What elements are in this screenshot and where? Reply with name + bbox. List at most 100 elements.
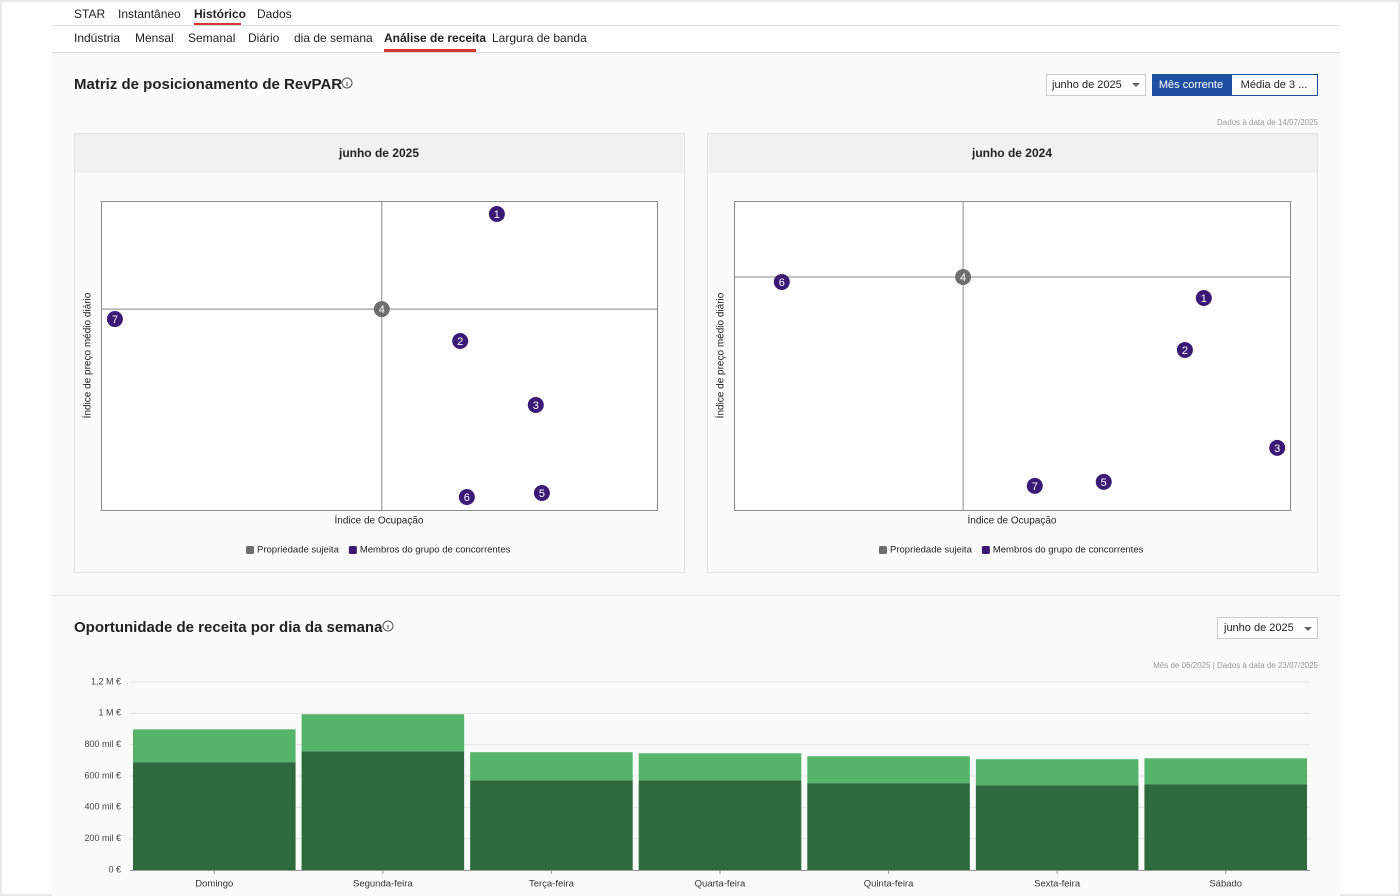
y-tick-label: 800 mil € (84, 739, 121, 749)
point (533, 485, 550, 502)
y-tick-label: 1,2 M € (91, 676, 121, 686)
x-tick-label: Sábado (1209, 879, 1242, 890)
subnav-item[interactable]: Largura de banda (492, 31, 587, 45)
bar-segment (638, 753, 802, 781)
point (373, 301, 390, 318)
section-title: Matriz de posicionamento de RevPAR (74, 76, 342, 93)
nav-item[interactable]: STAR (74, 7, 105, 21)
panel-title: junho de 2024 (971, 146, 1052, 160)
subnav-item[interactable]: Semanal (188, 31, 235, 45)
point-label: 3 (533, 400, 539, 412)
bar-segment (470, 780, 633, 870)
y-tick-label: 200 mil € (84, 833, 121, 843)
legend-swatch (879, 546, 887, 554)
subnav-item[interactable]: Indústria (74, 31, 120, 45)
bar-segment (470, 752, 633, 781)
bar-segment (1144, 758, 1307, 785)
x-axis-label: Índice de Ocupação (968, 514, 1057, 527)
point-label: 3 (1274, 443, 1280, 455)
point (1026, 477, 1043, 494)
point-label: 6 (464, 492, 470, 504)
period-select[interactable] (1217, 617, 1318, 639)
period-select[interactable] (1046, 74, 1146, 96)
panel-header (75, 134, 684, 173)
x-tick-label: Sexta-feira (1034, 879, 1081, 890)
x-tick-label: Segunda-feira (353, 879, 413, 890)
subnav-item[interactable]: Diário (248, 31, 280, 45)
legend-swatch (246, 546, 254, 554)
point (1269, 439, 1286, 456)
x-tick-label: Quarta-feira (695, 879, 746, 890)
legend-label: Membros do grupo de concorrentes (360, 545, 511, 556)
section-title: Oportunidade de receita por dia da seman… (74, 619, 383, 636)
point-label: 2 (1182, 345, 1188, 357)
x-tick-label: Domingo (195, 879, 233, 890)
point-label: 7 (112, 314, 118, 326)
point (458, 489, 475, 506)
subnav-item[interactable]: Análise de receita (384, 31, 486, 45)
bar-segment (975, 759, 1139, 786)
subnav-active (384, 49, 476, 52)
bar-segment (1144, 784, 1307, 870)
bar-segment (975, 785, 1139, 870)
x-tick-label: Quinta-feira (864, 879, 914, 890)
bar-segment (638, 780, 802, 870)
point-label: 5 (1101, 477, 1107, 489)
point-label: 1 (494, 209, 500, 221)
point (527, 396, 544, 413)
point (1176, 341, 1193, 358)
legend-label: Membros do grupo de concorrentes (993, 545, 1144, 556)
point (1095, 473, 1112, 490)
toggle-text: Mês corrente (1159, 79, 1223, 91)
legend-swatch (348, 546, 357, 554)
legend-label: Propriedade sujeita (890, 545, 973, 556)
legend-swatch (981, 546, 990, 554)
point (773, 273, 790, 290)
legend-label: Propriedade sujeita (257, 545, 340, 556)
nav-active (194, 23, 241, 26)
y-axis-label: Índice de preço médio diário (81, 292, 94, 418)
nav-item[interactable]: Instantâneo (118, 7, 181, 21)
point-label: 5 (539, 488, 545, 500)
toggle-text: Média de 3 ... (1241, 79, 1308, 91)
point (488, 205, 505, 222)
nav-item[interactable]: Histórico (194, 7, 246, 21)
x-axis-label: Índice de Ocupação (335, 514, 424, 527)
y-tick-label: 1 M € (98, 708, 121, 718)
nav-item[interactable]: Dados (257, 7, 292, 21)
info-icon[interactable] (341, 77, 353, 89)
plot-area (101, 201, 658, 511)
bar-segment (301, 751, 465, 870)
bar-segment (301, 714, 465, 752)
subnav-item[interactable]: dia de semana (294, 31, 373, 45)
y-axis-label: Índice de preço médio diário (714, 292, 727, 418)
subnav-item[interactable]: Mensal (135, 31, 174, 45)
data-note: Mês de 06/2025 | Dados à data de 23/07/2… (1153, 661, 1318, 670)
period-select-text: junho de 2025 (1223, 622, 1294, 634)
toggle[interactable] (1231, 74, 1318, 96)
point (955, 269, 972, 286)
point-label: 7 (1032, 481, 1038, 493)
toggle-active[interactable] (1152, 74, 1231, 96)
bar-segment (133, 762, 296, 870)
y-tick-label: 0 € (108, 864, 121, 874)
dropdown-arrow (1132, 83, 1140, 87)
point-label: 4 (379, 304, 385, 316)
panel-title: junho de 2025 (338, 146, 419, 160)
period-select-text: junho de 2025 (1051, 79, 1122, 91)
point-label: 2 (457, 336, 463, 348)
point-label: 6 (779, 277, 785, 289)
info-icon[interactable] (382, 620, 394, 632)
point (452, 332, 469, 349)
x-tick-label: Terça-feira (529, 879, 575, 890)
bar-segment (807, 756, 970, 784)
data-note: Dados à data de 14/07/2025 (1217, 118, 1319, 127)
point-label: 4 (960, 272, 966, 284)
bar-segment (807, 783, 970, 870)
plot-area (734, 201, 1291, 511)
point-label: 1 (1201, 293, 1207, 305)
y-tick-label: 400 mil € (84, 802, 121, 812)
y-tick-label: 600 mil € (84, 770, 121, 780)
point (106, 311, 123, 328)
